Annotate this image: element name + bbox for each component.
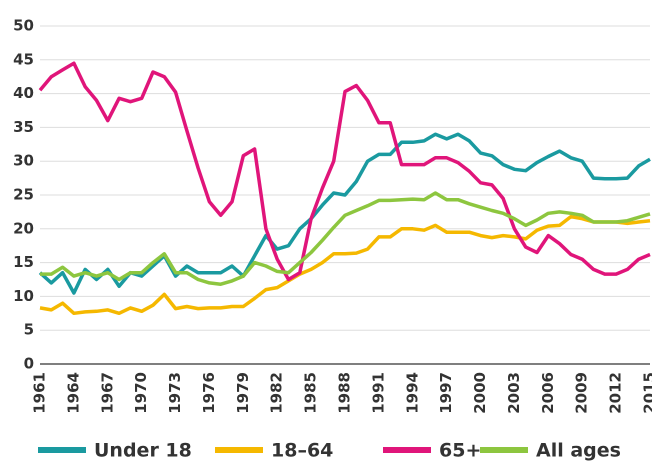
legend-label: 18–64 — [271, 440, 333, 462]
series-line — [38, 132, 651, 295]
y-tick-label: 30 — [13, 152, 34, 170]
series-line — [39, 214, 651, 316]
y-tick-label: 5 — [24, 321, 34, 339]
y-tick-label: 15 — [13, 253, 34, 271]
x-tick-label: 1970 — [132, 372, 150, 414]
x-tick-label: 1988 — [336, 372, 354, 414]
y-tick-label: 40 — [13, 84, 34, 102]
series-line — [38, 61, 651, 282]
x-tick-label: 1973 — [166, 372, 184, 414]
x-tick-label: 2003 — [505, 372, 523, 414]
x-tick-label: 1976 — [200, 372, 218, 414]
y-tick-label: 25 — [13, 186, 34, 204]
x-tick-label: 2000 — [471, 372, 489, 414]
y-tick-label: 10 — [13, 287, 34, 305]
legend-label: 65+ — [439, 440, 481, 462]
x-tick-label: 1964 — [64, 372, 82, 414]
legend-label: All ages — [536, 440, 621, 462]
y-tick-label: 45 — [13, 50, 34, 68]
x-tick-label: 1967 — [98, 372, 116, 414]
x-tick-label: 2015 — [641, 372, 652, 414]
x-tick-label: 1961 — [31, 372, 49, 414]
x-tick-label: 1994 — [403, 372, 421, 414]
x-tick-label: 1991 — [369, 372, 387, 414]
y-tick-label: 35 — [13, 118, 34, 136]
legend-label: Under 18 — [94, 440, 192, 462]
y-tick-label: 0 — [24, 355, 34, 373]
y-tick-label: 20 — [13, 219, 34, 237]
x-tick-label: 2006 — [539, 372, 557, 414]
x-tick-label: 2012 — [607, 372, 625, 414]
x-tick-label: 2009 — [573, 372, 591, 414]
x-tick-label: 1982 — [268, 372, 286, 414]
x-tick-label: 1979 — [234, 372, 252, 414]
x-tick-label: 1997 — [437, 372, 455, 414]
y-tick-label: 50 — [13, 17, 34, 35]
series-line — [40, 191, 651, 286]
x-tick-label: 1985 — [302, 372, 320, 414]
